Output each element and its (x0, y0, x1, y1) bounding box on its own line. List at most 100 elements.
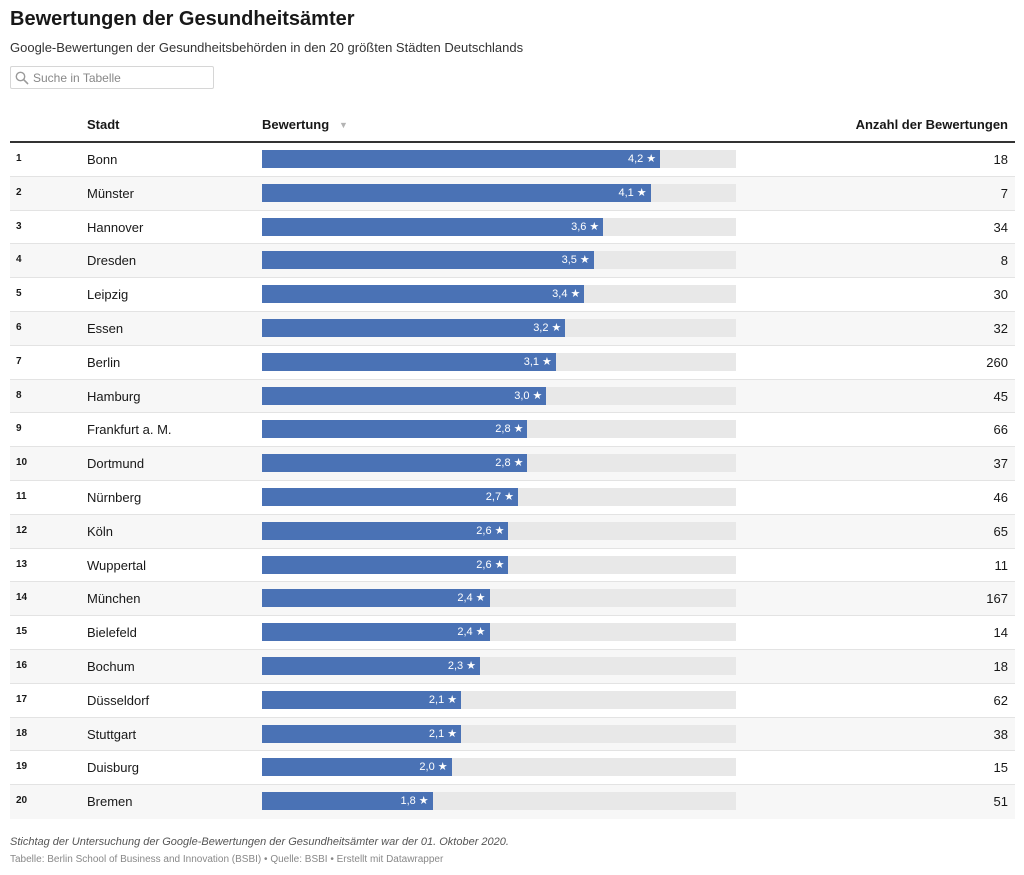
rank-cell: 13 (16, 558, 28, 570)
rating-bar-track: 3,5 ★ (262, 251, 736, 270)
rating-value: 4,1 (618, 186, 634, 199)
table-row: 20 Bremen 1,8 ★ 51 (10, 785, 1015, 819)
rating-value: 3,6 (571, 220, 587, 233)
review-count-cell: 8 (1000, 253, 1008, 269)
rating-label: 2,1 ★ (429, 727, 457, 740)
rating-bar-track: 3,2 ★ (262, 318, 736, 337)
rating-bar: 2,7 ★ (262, 487, 518, 506)
review-count-cell: 37 (993, 456, 1008, 472)
city-cell: Hannover (87, 219, 144, 235)
star-icon: ★ (466, 659, 477, 672)
table-row: 19 Duisburg 2,0 ★ 15 (10, 751, 1015, 786)
rating-value: 2,6 (476, 558, 492, 571)
rating-label: 3,1 ★ (524, 355, 552, 368)
rating-label: 2,8 ★ (495, 422, 523, 435)
rating-bar: 3,1 ★ (262, 352, 556, 371)
sort-descending-icon[interactable]: ▼ (339, 120, 348, 130)
rank-cell: 3 (16, 220, 22, 232)
city-cell: Essen (87, 320, 124, 336)
review-count-cell: 32 (993, 320, 1008, 336)
star-icon: ★ (504, 490, 514, 503)
rating-bar-track: 2,6 ★ (262, 521, 736, 540)
rank-cell: 8 (16, 389, 22, 401)
rating-label: 2,4 ★ (457, 625, 485, 638)
review-count-cell: 38 (993, 726, 1008, 742)
table-row: 13 Wuppertal 2,6 ★ 11 (10, 549, 1015, 583)
table-row: 3 Hannover 3,6 ★ 34 (10, 211, 1015, 245)
star-icon: ★ (447, 727, 458, 740)
page-subtitle: Google-Bewertungen der Gesundheitsbehörd… (10, 40, 524, 55)
rating-value: 2,8 (495, 423, 511, 436)
review-count-cell: 14 (993, 625, 1008, 641)
rating-bar: 2,3 ★ (262, 656, 481, 675)
rating-bar-track: 2,4 ★ (262, 589, 736, 608)
rank-cell: 12 (16, 524, 28, 536)
rank-cell: 19 (16, 761, 28, 773)
table-row: 15 Bielefeld 2,4 ★ 14 (10, 616, 1015, 650)
city-cell: Dresden (87, 253, 137, 269)
rating-bar-track: 2,3 ★ (262, 656, 736, 675)
rating-bar-track: 4,1 ★ (262, 183, 736, 202)
city-cell: Leipzig (87, 287, 129, 303)
table-row: 11 Nürnberg 2,7 ★ 46 (10, 481, 1015, 515)
table-row: 6 Essen 3,2 ★ 32 (10, 311, 1015, 346)
rating-label: 3,6 ★ (571, 220, 599, 233)
review-count-cell: 62 (993, 692, 1008, 708)
column-header-count[interactable]: Anzahl der Bewertungen (855, 117, 1008, 132)
city-cell: Dortmund (87, 456, 145, 472)
rating-bar: 2,0 ★ (262, 758, 452, 777)
rating-label: 2,0 ★ (419, 760, 447, 773)
rating-bar-track: 2,0 ★ (262, 758, 736, 777)
star-icon: ★ (636, 186, 647, 199)
star-icon: ★ (513, 423, 524, 436)
column-header-city[interactable]: Stadt (87, 117, 120, 132)
star-icon: ★ (551, 321, 562, 334)
table-row: 16 Bochum 2,3 ★ 18 (10, 649, 1015, 684)
star-icon: ★ (570, 288, 581, 301)
rank-cell: 9 (16, 423, 22, 435)
search-box[interactable] (10, 66, 214, 89)
rating-label: 4,1 ★ (619, 186, 647, 199)
star-icon: ★ (494, 558, 505, 571)
city-cell: Stuttgart (87, 726, 137, 742)
rating-value: 2,4 (457, 592, 473, 605)
table-row: 4 Dresden 3,5 ★ 8 (10, 244, 1015, 279)
review-count-cell: 66 (993, 422, 1008, 438)
footnote: Stichtag der Untersuchung der Google-Bew… (10, 836, 509, 848)
rank-cell: 11 (16, 490, 27, 502)
table-row: 8 Hamburg 3,0 ★ 45 (10, 379, 1015, 414)
search-input[interactable] (33, 69, 209, 86)
star-icon: ★ (589, 220, 600, 233)
rating-label: 3,4 ★ (552, 287, 580, 300)
city-cell: Hamburg (87, 388, 141, 404)
rating-value: 2,6 (476, 524, 492, 537)
rating-value: 2,8 (495, 457, 511, 470)
rating-value: 2,1 (428, 727, 445, 740)
city-cell: Köln (87, 523, 114, 539)
rating-value: 1,8 (400, 795, 416, 808)
rating-bar: 2,6 ★ (262, 555, 509, 574)
column-header-rating[interactable]: Bewertung (262, 117, 330, 132)
rank-cell: 17 (16, 693, 28, 705)
rating-bar: 3,0 ★ (262, 386, 547, 405)
rating-bar-track: 2,6 ★ (262, 555, 736, 574)
table-row: 1 Bonn 4,2 ★ 18 (10, 143, 1015, 177)
rating-bar: 4,2 ★ (262, 150, 661, 168)
review-count-cell: 34 (993, 219, 1008, 235)
rank-cell: 6 (16, 321, 22, 333)
star-icon: ★ (475, 592, 486, 605)
rank-cell: 5 (16, 288, 22, 300)
rank-cell: 4 (16, 254, 22, 266)
review-count-cell: 260 (986, 354, 1008, 370)
rank-cell: 10 (16, 457, 28, 469)
city-cell: Frankfurt a. M. (87, 422, 172, 438)
city-cell: Duisburg (87, 760, 140, 776)
city-cell: Bremen (87, 794, 133, 810)
rating-value: 3,2 (533, 321, 549, 334)
review-count-cell: 30 (993, 287, 1008, 303)
rank-cell: 18 (16, 727, 28, 739)
rating-bar-track: 2,8 ★ (262, 454, 736, 473)
review-count-cell: 11 (994, 557, 1009, 573)
star-icon: ★ (513, 457, 524, 470)
rating-value: 2,3 (447, 659, 464, 672)
